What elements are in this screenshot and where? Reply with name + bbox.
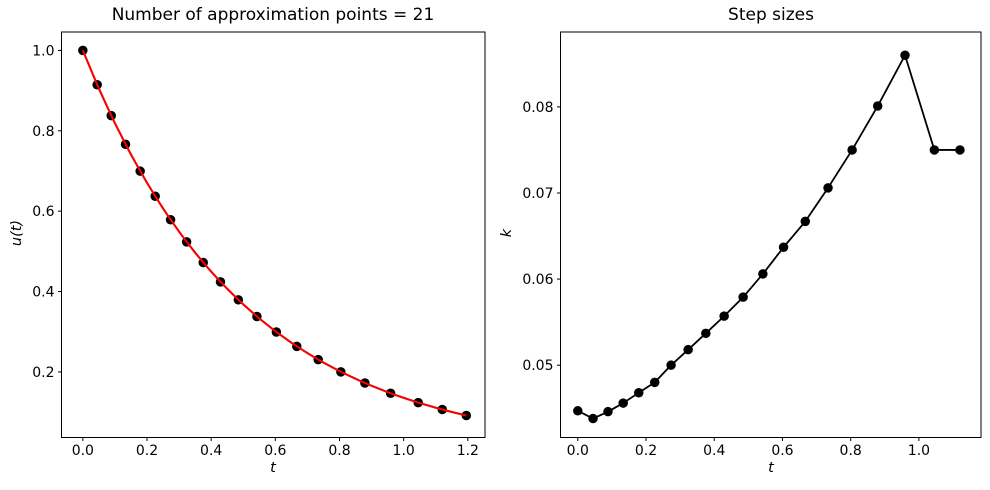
right-plot-data-point-marker [900, 50, 910, 60]
left-plot-x-tick-label: 0.2 [136, 443, 158, 459]
left-plot-x-tick-label: 0.4 [200, 443, 222, 459]
right-plot-data-point-marker [701, 328, 711, 339]
left-plot-y-tick-label: 0.8 [32, 124, 54, 140]
right-plot-x-tick-label: 0.2 [635, 443, 657, 459]
right-plot-title: Step sizes [728, 5, 814, 25]
left-plot-y-tick-label: 0.6 [32, 204, 54, 220]
right-plot-step-size-points-line [577, 54, 960, 420]
right-plot-data-point-marker [618, 398, 628, 408]
left-plot-x-tick-label: 0.0 [72, 443, 94, 459]
left-plot-xlabel: t [270, 460, 276, 476]
right-plot-data-point-marker [823, 183, 833, 193]
left-plot-spines [61, 31, 486, 438]
left-plot-x-tick-label: 0.6 [264, 443, 286, 459]
right-plot-data-point-marker [666, 360, 676, 370]
right-plot-x-tick-label: 1.0 [908, 443, 930, 459]
left-plot-y-tick-label: 0.2 [32, 365, 54, 381]
right-plot-data-point-marker [929, 145, 940, 155]
right-plot-data-point-marker [872, 101, 883, 111]
right-plot-x-tick-label: 0.6 [771, 443, 793, 459]
right-plot-data-point-marker [603, 406, 613, 417]
left-plot-y-tick-label: 1.0 [32, 43, 54, 59]
right-plot-x-tick-label: 0.4 [703, 443, 725, 459]
left-plot-exact-solution-curve-line [81, 50, 467, 417]
right-plot-y-tick-label: 0.06 [522, 272, 553, 288]
right-plot-y-tick-label: 0.05 [522, 358, 553, 374]
left-plot-axes: 0.0 0.2 0.4 0.6 0.8 1.0 1.2 0.2 0.4 0.6 0.8 1.0 [32, 31, 486, 459]
right-plot-data-point-marker [683, 344, 693, 355]
right-plot-y-tick-label: 0.08 [522, 100, 553, 116]
right-plot-data-point-marker [573, 406, 583, 416]
right-plot-data-point-marker [634, 387, 644, 398]
left-plot-x-tick-label: 0.8 [328, 443, 350, 459]
left-plot-numerical-solution-points-line [82, 50, 467, 417]
left-plot-y-tick-label: 0.4 [32, 285, 54, 301]
right-plot-data-point-marker [847, 145, 857, 155]
right-plot-x-tick-label: 0.8 [840, 443, 862, 459]
right-plot-spines [560, 31, 982, 438]
right-plot-data-point-marker [588, 413, 598, 424]
right-plot-xlabel: t [768, 460, 774, 476]
right-plot-data-point-marker [758, 269, 768, 279]
left-plot-ylabel: u(t) [9, 219, 25, 247]
right-plot-data-point-marker [738, 292, 748, 302]
right-plot-data-point-marker [955, 145, 965, 155]
right-plot-x-tick-label: 0.0 [567, 443, 589, 459]
left-plot-title: Number of approximation points = 21 [111, 5, 435, 25]
right-plot-data-point-marker [778, 242, 789, 252]
right-plot-data-point-marker [649, 377, 660, 388]
left-plot-x-tick-label: 1.2 [457, 443, 479, 459]
right-plot-ylabel: k [499, 228, 515, 238]
right-plot-axes: 0.0 0.2 0.4 0.6 0.8 1.0 0.05 0.06 0.07 0.08 [522, 31, 982, 459]
right-plot-y-tick-label: 0.07 [522, 186, 553, 202]
right-plot-data-point-marker [800, 216, 811, 227]
left-plot-x-tick-label: 1.0 [393, 443, 415, 459]
right-plot-data-point-marker [719, 311, 729, 321]
